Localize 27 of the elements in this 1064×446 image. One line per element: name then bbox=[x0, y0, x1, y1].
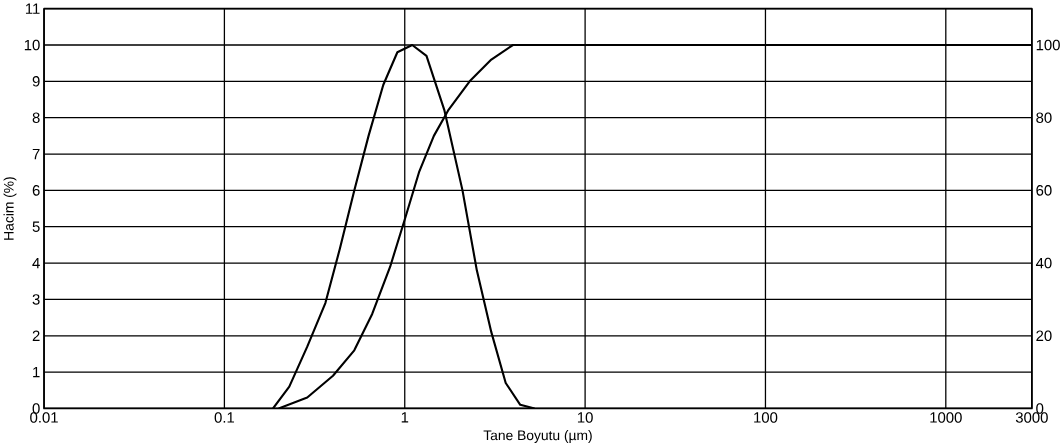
y-tick-label: 5 bbox=[32, 221, 40, 232]
y2-tick-label: 80 bbox=[1036, 112, 1052, 123]
x-tick-label: 1 bbox=[401, 411, 409, 423]
y-tick-label: 7 bbox=[32, 148, 40, 159]
y-tick-label: 8 bbox=[32, 112, 40, 123]
y-tick-label: 3 bbox=[32, 293, 40, 305]
x-tick-label: 3000 bbox=[1015, 411, 1048, 423]
x-tick-label: 0.01 bbox=[30, 411, 58, 423]
y2-tick-label: 100 bbox=[1036, 39, 1060, 51]
y2-tick-label: 60 bbox=[1036, 184, 1052, 196]
y-tick-label: 2 bbox=[32, 330, 40, 341]
y-tick-label: 11 bbox=[25, 3, 40, 14]
y2-tick-label: 40 bbox=[1035, 257, 1052, 269]
y-axis-title: Hacim (%) bbox=[3, 176, 17, 240]
y-tick-label: 10 bbox=[24, 39, 40, 51]
x-axis-title: Tane Boyutu (µm) bbox=[483, 429, 592, 443]
x-tick-label: 0.1 bbox=[214, 411, 235, 423]
y-tick-label: 4 bbox=[32, 257, 40, 268]
y-tick-label: 1 bbox=[33, 366, 40, 377]
y2-tick-label: 20 bbox=[1036, 330, 1052, 341]
y2-tick-label: 0 bbox=[1036, 402, 1044, 414]
x-tick-label: 10 bbox=[577, 411, 593, 423]
y-tick-label: 9 bbox=[32, 75, 40, 87]
y-tick-label: 6 bbox=[32, 184, 40, 196]
x-tick-label: 100 bbox=[754, 411, 778, 423]
y-tick-label: 0 bbox=[32, 402, 40, 414]
x-tick-label: 1000 bbox=[930, 411, 962, 423]
